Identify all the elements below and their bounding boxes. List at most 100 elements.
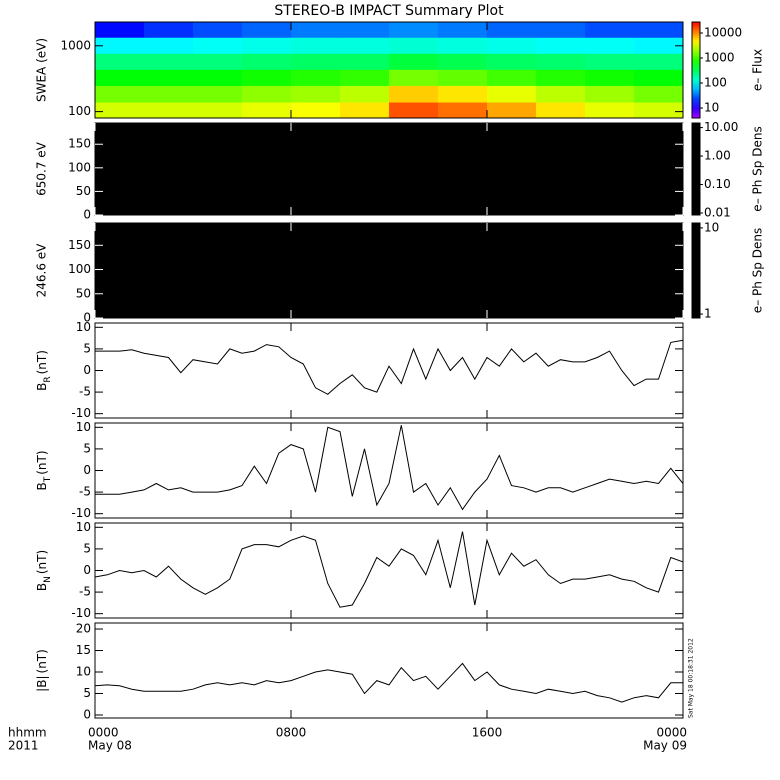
line <box>95 339 683 395</box>
spectrogram-cell <box>242 69 292 86</box>
line <box>95 531 683 608</box>
spectrogram-cell <box>193 69 243 86</box>
y-tick-label: 20 <box>76 622 91 636</box>
spectrogram-cell <box>389 69 439 86</box>
spectrogram-cell <box>291 85 341 103</box>
colorbar-label: e– Flux <box>751 49 765 91</box>
spectrogram-cell <box>634 69 683 86</box>
y-tick-label: 150 <box>68 238 91 252</box>
spectrogram-cell <box>291 53 341 70</box>
y-axis-label: SWEA (eV) <box>35 38 49 102</box>
spectrogram-cell <box>340 22 390 38</box>
y-tick-label: -10 <box>71 606 91 620</box>
timestamp: Sat May 18 00:18:31 2012 <box>688 638 695 718</box>
spectrogram-cell <box>193 102 243 118</box>
spectrogram-cell <box>536 37 586 54</box>
y-axis-label-sub: N <box>43 576 53 583</box>
spectrogram-cell <box>193 37 243 54</box>
y-tick-label: 0 <box>83 208 91 222</box>
y-axis-label-unit: (nT) <box>35 649 49 673</box>
spectrogram-cell <box>438 69 488 86</box>
y-tick-label: 0 <box>83 707 91 721</box>
colorbar <box>692 223 700 318</box>
plot-title: STEREO-B IMPACT Summary Plot <box>274 3 504 19</box>
colorbar-frame <box>691 21 701 119</box>
spectrogram-cell <box>487 85 537 103</box>
spectrogram-cell <box>487 69 537 86</box>
spectrogram-cell <box>438 102 488 118</box>
spectrogram-cell <box>193 85 243 103</box>
colorbar-tick-label: 100 <box>704 76 727 90</box>
spectrogram-cell <box>340 53 390 70</box>
y-axis-label: BR (nT) <box>35 350 53 391</box>
spectrogram-cell <box>438 85 488 103</box>
spectrogram-cell <box>95 69 145 86</box>
spectrogram-cell <box>389 37 439 54</box>
spectrogram-cell <box>144 53 194 70</box>
y-tick-label: -10 <box>71 506 91 520</box>
colorbar <box>692 123 700 215</box>
y-tick-label: 10 <box>76 420 91 434</box>
spectrogram-cell <box>585 53 635 70</box>
spectrogram-cell <box>340 102 390 118</box>
y-tick-label: 100 <box>68 104 91 118</box>
y-tick-label: 50 <box>76 184 91 198</box>
spectrogram-cell <box>144 85 194 103</box>
colorbar-tick-label: 1 <box>704 307 712 321</box>
colorbar-tick-label: 0.10 <box>704 177 731 191</box>
spectrogram-cell <box>340 69 390 86</box>
spectrogram-cell <box>634 102 683 118</box>
panel-frame <box>94 122 684 216</box>
colorbar-frame <box>691 222 701 319</box>
y-tick-label: 1000 <box>60 38 91 52</box>
spectrogram-cell <box>95 85 145 103</box>
spectrogram-cell <box>95 37 145 54</box>
panel <box>95 123 683 215</box>
y-axis-label: BT (nT) <box>35 450 53 490</box>
colorbar-tick-label: 0.01 <box>704 205 731 219</box>
colorbar-tick-label: 10.00 <box>704 120 738 134</box>
spectrogram-cell <box>487 102 537 118</box>
y-tick-label: 5 <box>83 441 91 455</box>
spectrogram-cell <box>536 69 586 86</box>
panel <box>95 531 683 608</box>
colorbar-tick-label: 10 <box>704 220 719 234</box>
y-tick-label: 100 <box>68 160 91 174</box>
spectrogram-cell <box>438 37 488 54</box>
y-tick-label: 0 <box>83 563 91 577</box>
spectrogram-cell <box>242 85 292 103</box>
colorbar-frame <box>691 122 701 216</box>
spectrogram-cell <box>536 85 586 103</box>
colorbar-tick-label: 1000 <box>704 51 735 65</box>
spectrogram-cell <box>242 53 292 70</box>
spectrogram-cell <box>340 85 390 103</box>
spectrogram-cell <box>144 37 194 54</box>
y-axis-label: 246.6 eV <box>35 243 49 298</box>
x-tick-label: 0000 <box>656 726 687 740</box>
spectrogram-cell <box>242 22 292 38</box>
spectrogram-cell <box>340 37 390 54</box>
panel <box>95 662 683 703</box>
y-tick-label: -5 <box>79 585 91 599</box>
y-axis-label-unit: (nT) <box>35 450 49 474</box>
spectrogram-cell <box>634 85 683 103</box>
y-axis-label-main: |B| <box>35 675 49 691</box>
spectrogram-cell <box>585 22 635 38</box>
colorbar-tick-label: 10000 <box>704 25 742 39</box>
y-axis-label-sub: R <box>43 376 53 382</box>
colorbar-tick-label: 10 <box>704 101 719 115</box>
spectrogram-cell <box>144 102 194 118</box>
panel-frame <box>94 222 684 319</box>
y-tick-label: 15 <box>76 643 91 657</box>
panel-fill <box>95 223 683 318</box>
y-axis-label: |B| (nT) <box>35 649 49 692</box>
y-tick-label: -5 <box>79 385 91 399</box>
spectrogram-cell <box>242 37 292 54</box>
panel <box>95 425 683 511</box>
panel-frame <box>94 21 684 119</box>
y-axis-label-main: B <box>35 482 49 490</box>
x-tick-date: May 08 <box>88 739 132 753</box>
spectrogram-cell <box>389 53 439 70</box>
y-tick-label: 5 <box>83 541 91 555</box>
